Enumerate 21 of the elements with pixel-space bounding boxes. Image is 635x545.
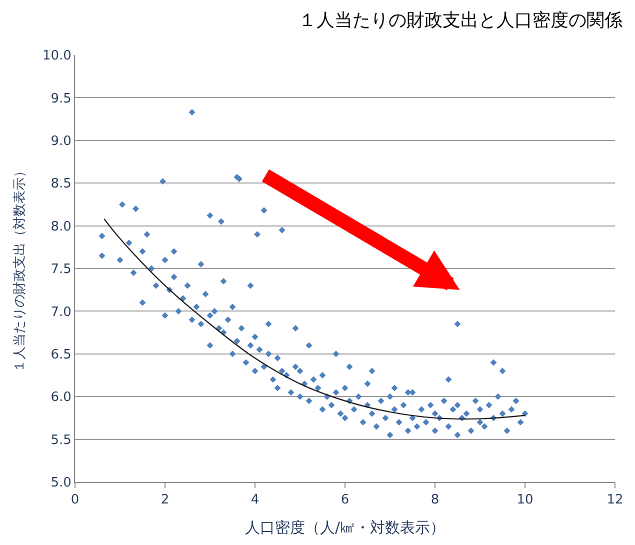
x-tick-label: 0 bbox=[70, 492, 80, 508]
y-tick-label: 8.0 bbox=[50, 219, 72, 234]
y-axis-title: １人当たりの財政支出（対数表示） bbox=[11, 164, 28, 372]
x-axis-title: 人口密度（人/㎢・対数表示） bbox=[244, 518, 446, 537]
x-tick-label: 2 bbox=[160, 492, 170, 508]
x-tick-label: 4 bbox=[250, 492, 260, 508]
y-tick-label: 10.0 bbox=[42, 48, 72, 64]
y-tick-label: 9.0 bbox=[50, 134, 72, 149]
x-tick-label: 10 bbox=[516, 492, 534, 508]
y-tick-label: 5.5 bbox=[50, 432, 72, 448]
y-tick-label: 9.5 bbox=[50, 91, 72, 106]
y-tick-label: 7.5 bbox=[50, 262, 72, 278]
x-tick-label: 6 bbox=[340, 492, 350, 508]
x-tick-label: 12 bbox=[606, 492, 624, 508]
y-tick-label: 6.5 bbox=[50, 347, 72, 362]
x-tick-label: 8 bbox=[430, 492, 440, 508]
y-tick-label: 5.0 bbox=[50, 476, 72, 491]
chart-title: １人当たりの財政支出と人口密度の関係 bbox=[298, 10, 622, 32]
y-tick-label: 6.0 bbox=[50, 390, 72, 406]
y-tick-label: 8.5 bbox=[50, 176, 72, 192]
y-tick-label: 7.0 bbox=[50, 304, 72, 320]
